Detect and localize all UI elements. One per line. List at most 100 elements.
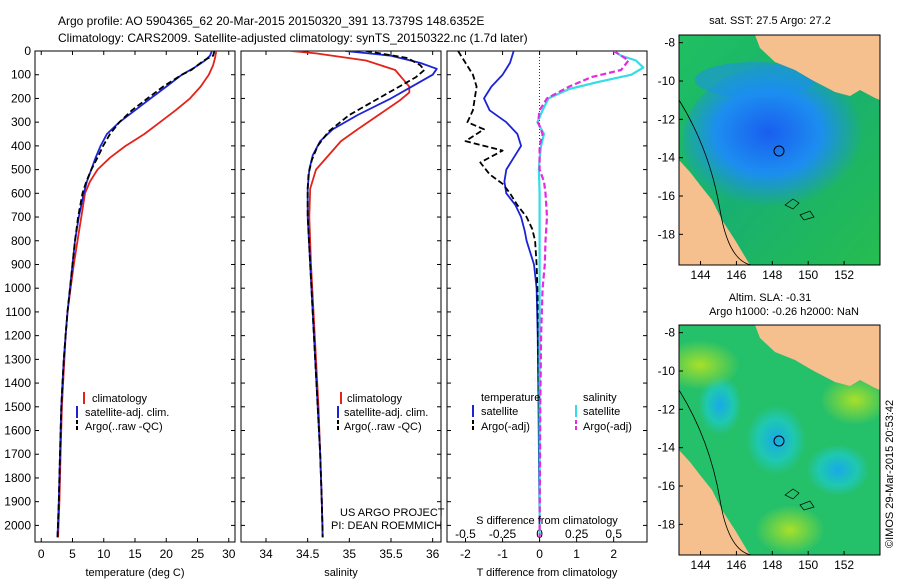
x-tick-label: 10 (97, 547, 111, 561)
legend-label-temp-argo: Argo(-adj) (481, 421, 530, 433)
x-tick-label: 34 (259, 547, 273, 561)
sla-eddy-east (806, 444, 870, 496)
legend-label-sal-satellite: satellite (583, 406, 620, 418)
sst-map (679, 35, 880, 265)
sst-cool-region (683, 65, 873, 215)
imos-credit: ©IMOS 29-Mar-2015 20:53:42 (884, 400, 896, 548)
diff-temperature-satellite-line (483, 51, 541, 538)
sst-map-title: sat. SST: 27.5 Argo: 27.2 (709, 15, 831, 27)
sla-eddy-argo (746, 405, 806, 475)
depth-axis: 0 100 200 300 400 500 600 700 800 900 1000 1100 1200… (4, 44, 647, 532)
map-x-tick-label: 148 (762, 558, 782, 572)
salinity-legend: climatology satellite-adj. clim. Argo(..… (337, 392, 428, 433)
depth-tick-label: 800 (11, 234, 31, 248)
sla-map-title-1: Altim. SLA: -0.31 (729, 292, 812, 304)
difference-xlabel-top: S difference from climatology (476, 515, 618, 527)
map-y-tick-label: -8 (664, 36, 675, 50)
sla-map-axes: 144 146 148 150 152 -8 -10 -12 -14 -16 -18 (658, 326, 855, 572)
sst-bathymetry-contour (679, 99, 760, 265)
legend-header-salinity: salinity (583, 392, 617, 404)
map-y-tick-label: -10 (658, 74, 676, 88)
sla-high-east (820, 375, 880, 425)
sla-eddy-west (698, 375, 742, 435)
map-x-tick-label: 150 (798, 558, 818, 572)
project-annotation: US ARGO PROJECT (340, 507, 445, 519)
legend-label-satellite: satellite-adj. clim. (344, 407, 428, 419)
x-tick-label: 2 (610, 547, 617, 561)
map-y-tick-label: -12 (658, 112, 676, 126)
map-y-tick-label: -12 (658, 402, 676, 416)
salinity-satellite-line (306, 51, 438, 538)
sla-map (679, 325, 880, 555)
legend-label-climatology: climatology (347, 393, 403, 405)
diff-temperature-argo-line (457, 51, 541, 538)
x-tick-label: 0 (536, 547, 543, 561)
map-y-tick-label: -14 (658, 151, 676, 165)
depth-tick-label: 1400 (4, 376, 31, 390)
map-x-tick-label: 148 (762, 268, 782, 282)
sla-argo-location-marker (773, 435, 785, 447)
x-tick-label: 20 (160, 547, 174, 561)
sst-land-australia (679, 160, 750, 265)
x-tick-label: 5 (69, 547, 76, 561)
sst-cool-band (695, 62, 815, 98)
legend-label-sal-argo: Argo(-adj) (583, 421, 632, 433)
x-tick-label: 15 (128, 547, 142, 561)
salinity-lines (290, 51, 438, 538)
x-tick-label: 1 (573, 547, 580, 561)
depth-tick-label: 500 (11, 163, 31, 177)
map-y-tick-label: -16 (658, 479, 676, 493)
difference-axes (446, 50, 648, 543)
x-tick-label: -2 (460, 547, 471, 561)
depth-tick-label: 1200 (4, 329, 31, 343)
map-x-tick-label: 152 (834, 268, 854, 282)
depth-tick-label: 1900 (4, 495, 31, 509)
x-tick-label: -0.25 (489, 527, 517, 541)
map-y-tick-label: -10 (658, 364, 676, 378)
salinity-x-axis: 34 34.5 35 35.5 36 (259, 51, 440, 561)
sla-high-south (755, 505, 825, 555)
depth-tick-label: 1600 (4, 424, 31, 438)
temperature-argo-line (56, 51, 216, 538)
map-x-tick-label: 150 (798, 268, 818, 282)
depth-tick-label: 100 (11, 68, 31, 82)
depth-tick-label: 600 (11, 186, 31, 200)
salinity-axes (240, 50, 442, 543)
map-y-tick-label: -8 (664, 326, 675, 340)
legend-label-argo: Argo(..raw -QC) (85, 421, 163, 433)
depth-tick-label: 1800 (4, 471, 31, 485)
x-tick-label: 0 (38, 547, 45, 561)
depth-tick-label: 1000 (4, 281, 31, 295)
temperature-axes (34, 50, 236, 543)
depth-tick-label: 2000 (4, 518, 31, 532)
map-y-tick-label: -18 (658, 517, 676, 531)
legend-header-temperature: temperature (481, 392, 540, 404)
difference-legend: temperature salinity satellite Argo(-adj… (472, 392, 632, 433)
depth-tick-label: 400 (11, 139, 31, 153)
depth-tick-label: 1100 (5, 305, 31, 319)
temperature-xlabel: temperature (deg C) (85, 567, 184, 579)
sst-reefs (784, 198, 815, 221)
x-tick-label: 25 (191, 547, 205, 561)
difference-xlabel: T difference from climatology (477, 567, 618, 579)
legend-label-argo: Argo(..raw -QC) (344, 421, 422, 433)
x-tick-label: 35 (343, 547, 357, 561)
map-x-tick-label: 144 (691, 268, 711, 282)
title-line-2: Climatology: CARS2009. Satellite-adjuste… (58, 31, 528, 45)
temperature-climatology-line (57, 51, 218, 538)
x-tick-label: -0.5 (455, 527, 476, 541)
map-x-tick-label: 152 (834, 558, 854, 572)
depth-tick-label: 1500 (4, 400, 31, 414)
sla-high-northwest (679, 340, 740, 390)
x-tick-label: -1 (497, 547, 508, 561)
depth-tick-label: 900 (11, 257, 31, 271)
legend-label-satellite: satellite-adj. clim. (85, 407, 169, 419)
sla-map-title-2: Argo h1000: -0.26 h2000: NaN (709, 306, 859, 318)
diff-salinity-satellite-line (536, 51, 645, 538)
map-y-tick-label: -18 (658, 227, 676, 241)
x-tick-label: 30 (222, 547, 236, 561)
temperature-lines (56, 51, 218, 538)
sla-reefs (784, 488, 815, 511)
map-x-tick-label: 144 (691, 558, 711, 572)
